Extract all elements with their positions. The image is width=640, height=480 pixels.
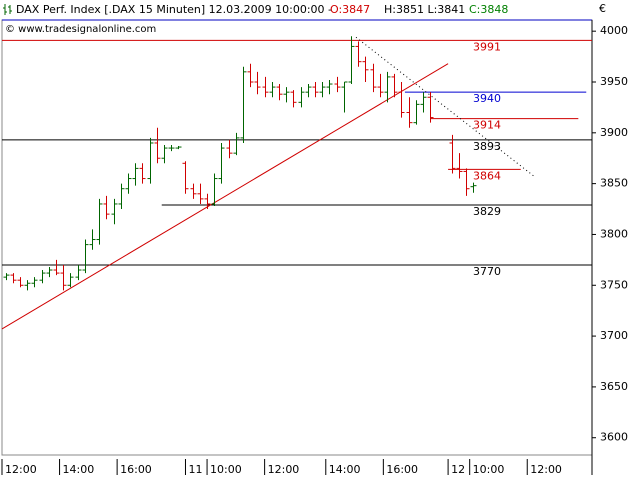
y-tick-label: 3850 [600,177,628,190]
x-tick-label: 12 [451,463,465,476]
header-open: O:3847 [330,3,370,16]
x-tick-label: 14:00 [63,463,95,476]
y-tick-label: 4000 [600,24,628,37]
y-tick-label: 3900 [600,126,628,139]
header-high-low: H:3851 L:3841 [384,3,465,16]
x-tick-label: 12:00 [268,463,300,476]
y-tick-label: 3750 [600,278,628,291]
header-icon [3,4,12,15]
x-tick-label: 16:00 [386,463,418,476]
level-label: 3864 [473,169,501,182]
level-label: 3893 [473,140,501,153]
currency: € [599,2,606,15]
y-tick-label: 3650 [600,380,628,393]
x-tick-label: 16:00 [120,463,152,476]
level-label: 3829 [473,205,501,218]
level-label: 3770 [473,265,501,278]
x-tick-label: 14:00 [329,463,361,476]
level-label: 3991 [473,40,501,53]
header-title: DAX Perf. Index [.DAX 15 Minuten] 12.03.… [16,3,332,16]
header-icon-bg [3,3,13,16]
x-tick-label: 11 [188,463,202,476]
x-tick-label: 12:00 [530,463,562,476]
trendline [355,36,535,177]
y-tick-label: 3950 [600,75,628,88]
x-tick-label: 12:00 [5,463,37,476]
y-tick-label: 3800 [600,227,628,240]
x-tick-label: 10:00 [210,463,242,476]
y-tick-label: 3600 [600,431,628,444]
y-tick-label: 3700 [600,329,628,342]
level-label: 3914 [473,119,501,132]
level-label: 3940 [473,92,501,105]
x-tick-label: 10:00 [473,463,505,476]
copyright: © www.tradesignalonline.com [5,24,156,35]
trendline [1,63,449,330]
header-close: C:3848 [469,3,508,16]
